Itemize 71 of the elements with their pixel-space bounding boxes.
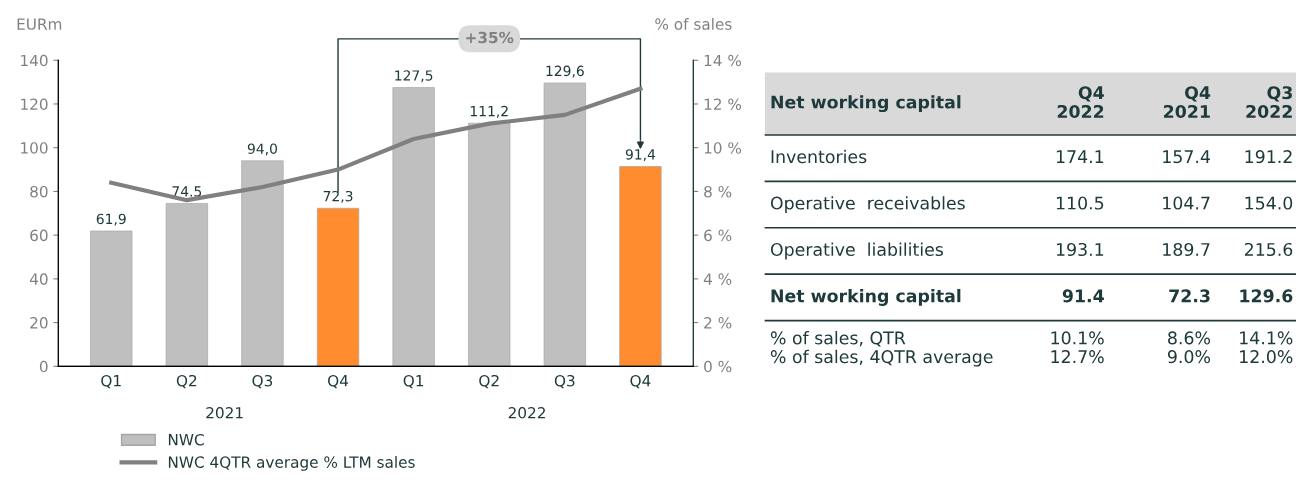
y2-tick-label: 4 % xyxy=(703,273,732,285)
y2-tick-label: 12 % xyxy=(704,98,742,110)
text: 189.7 xyxy=(1163,242,1210,257)
y-tick-label: 0 xyxy=(39,360,48,373)
data-label: 94,0 xyxy=(247,143,277,156)
text: 193.1 xyxy=(1056,242,1104,257)
data-label: 74.5 xyxy=(172,186,202,197)
text: % of sales, QTR % of sales, 4QTR average xyxy=(770,331,993,367)
text: 14.1% 12.0% xyxy=(1240,331,1293,364)
bar xyxy=(392,87,435,367)
legend-label: NWC xyxy=(168,433,204,446)
y-tick-label: 140 xyxy=(21,54,48,67)
text: 110.5 xyxy=(1056,196,1104,210)
x-tick-label: Q2 xyxy=(176,374,197,389)
x-tick-label: Q3 xyxy=(252,374,273,389)
y-axis-title: EURm xyxy=(17,18,62,30)
y-tick-label: 60 xyxy=(30,229,48,242)
text: 174.1 xyxy=(1056,150,1104,163)
data-label: 61,9 xyxy=(96,213,126,226)
x-tick-label: Q2 xyxy=(479,374,499,389)
data-label: 129,6 xyxy=(546,65,584,78)
text: Q4 2022 xyxy=(1057,86,1104,119)
y-tick-label: 120 xyxy=(21,98,48,110)
bar xyxy=(241,160,284,367)
y2-tick-label: 0 % xyxy=(704,360,732,373)
text: Operative receivables xyxy=(770,196,965,213)
text: 154.0 xyxy=(1245,196,1293,210)
bar xyxy=(619,166,662,367)
text: 8.6% 9.0% xyxy=(1167,331,1211,364)
text: Q4 2021 xyxy=(1164,86,1211,119)
text: 104.7 xyxy=(1163,196,1210,210)
legend-label: NWC 4QTR average % LTM sales xyxy=(168,456,415,471)
text: Net working capital xyxy=(771,95,961,113)
x-tick-label: Q1 xyxy=(101,374,121,389)
y-tick-label: 100 xyxy=(21,142,48,154)
y2-axis-title: % of sales xyxy=(655,18,732,30)
bar xyxy=(316,207,360,367)
data-label: 127,5 xyxy=(395,70,433,83)
y-tick-label: 20 xyxy=(30,317,48,329)
text: 129.6 xyxy=(1240,289,1293,303)
bar xyxy=(165,203,208,367)
x-tick-label: Q4 xyxy=(328,374,349,389)
text: 91.4 xyxy=(1062,289,1104,303)
text: Q3 2022 xyxy=(1246,86,1292,119)
y2-tick-label: 10 % xyxy=(704,142,742,154)
x-tick-label: Q3 xyxy=(554,374,575,389)
y2-tick-label: 8 % xyxy=(704,185,732,198)
x-tick-label: Q1 xyxy=(403,374,424,389)
data-label: 111,2 xyxy=(470,105,508,118)
y-tick-label: 80 xyxy=(30,185,48,198)
y2-tick-label: 6 % xyxy=(704,229,732,242)
text: 2021 xyxy=(206,407,243,419)
bar xyxy=(90,230,133,367)
data-label: 72,3 xyxy=(323,190,353,203)
bar xyxy=(468,122,511,367)
data-label: 91,4 xyxy=(625,149,656,162)
y2-tick-label: 2 % xyxy=(704,317,732,329)
text: Operative liabilities xyxy=(770,242,944,260)
y-tick-label: 40 xyxy=(29,273,48,285)
text: 10.1% 12.7% xyxy=(1051,331,1104,364)
text: 2022 xyxy=(508,407,545,419)
text: 72.3 xyxy=(1169,289,1210,303)
text: 157.4 xyxy=(1163,150,1211,164)
text: +35% xyxy=(466,31,514,44)
text: Inventories xyxy=(771,149,867,164)
text: 191.2 xyxy=(1245,150,1292,164)
x-tick-label: Q4 xyxy=(630,374,651,389)
y2-tick-label: 14 % xyxy=(704,54,742,67)
text: 215.6 xyxy=(1244,242,1293,257)
text: Net working capital xyxy=(771,288,961,306)
bar xyxy=(543,82,586,367)
